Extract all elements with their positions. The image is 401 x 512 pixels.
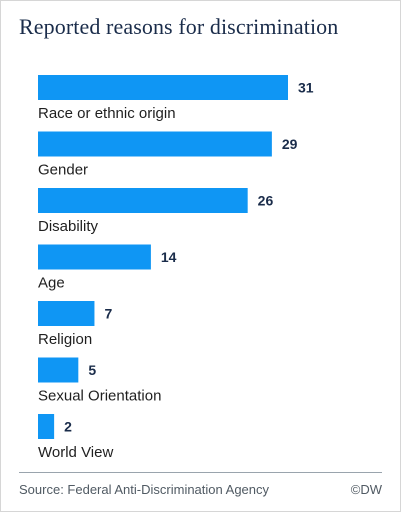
category-label-world-view: World View xyxy=(38,444,113,461)
category-label-sexual-orientation: Sexual Orientation xyxy=(38,388,161,405)
value-label-world-view: 2 xyxy=(64,419,72,435)
bar-race-or-ethnic-origin xyxy=(38,75,288,100)
footer-divider xyxy=(19,472,382,473)
bar-gender xyxy=(38,131,272,157)
category-label-race-or-ethnic-origin: Race or ethnic origin xyxy=(38,105,176,122)
value-label-gender: 29 xyxy=(282,136,298,152)
value-label-sexual-orientation: 5 xyxy=(88,362,96,378)
category-label-disability: Disability xyxy=(38,218,99,235)
value-label-disability: 26 xyxy=(258,193,274,209)
value-label-religion: 7 xyxy=(104,306,112,322)
chart-title: Reported reasons for discrimination xyxy=(19,14,339,39)
bar-chart: 31 Race or ethnic origin 29 Gender 26 Disabil… xyxy=(38,75,314,461)
bar-age xyxy=(38,244,151,270)
bar-religion xyxy=(38,301,95,326)
category-label-religion: Religion xyxy=(38,331,92,348)
source-note: Source: Federal Anti-Discrimination Agen… xyxy=(19,482,270,497)
category-label-gender: Gender xyxy=(38,162,88,179)
bar-world-view xyxy=(38,414,55,439)
bar-disability xyxy=(38,188,248,213)
value-label-race-or-ethnic-origin: 31 xyxy=(298,80,314,96)
copyright-credit: ©DW xyxy=(350,482,382,497)
value-label-age: 14 xyxy=(161,249,177,265)
bar-sexual-orientation xyxy=(38,357,79,383)
category-label-age: Age xyxy=(38,275,65,292)
